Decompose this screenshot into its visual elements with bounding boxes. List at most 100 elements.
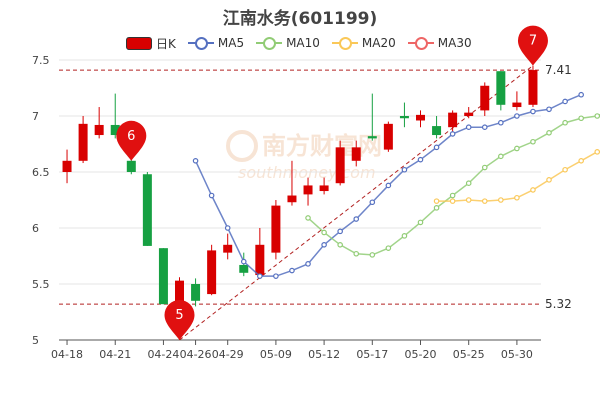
reference-line-label: 7.41 [545,63,572,77]
ma-point-ma5 [224,225,231,231]
legend-swatch-ma10 [256,36,283,50]
candle [464,107,474,119]
candle-body [78,123,88,161]
ma-point-ma20 [546,177,552,183]
candle-body [62,160,72,172]
candle [432,116,442,139]
legend-item-ma10[interactable]: MA10 [256,36,320,50]
ma-point-ma10 [385,245,392,251]
marker-pin-label: 6 [127,129,135,144]
legend-label-dayk: 日K [156,36,176,51]
ma-point-ma5 [305,261,311,267]
legend-swatch-ma30 [407,36,434,50]
candle-body [110,124,120,136]
candle-body [399,116,409,119]
ma-point-ma10 [449,192,456,199]
ma-point-ma20 [433,198,440,204]
candle-body [175,280,184,307]
candle-body [512,102,522,108]
ma-point-ma5 [369,199,376,206]
candle-body [432,126,442,136]
x-tick-label: 05-09 [260,348,292,361]
watermark-text: 南方财富网 [262,132,382,160]
ma-point-ma5 [417,156,424,163]
ma-point-ma5 [337,228,343,235]
legend-item-ma5[interactable]: MA5 [187,36,244,50]
candle [207,244,217,296]
marker-pin: 5 [164,300,195,340]
candle [319,177,329,195]
candle [62,149,72,184]
candle-body [255,244,265,276]
ma-point-ma5 [257,273,263,279]
candle-body [191,284,201,301]
trend-line-segment [179,65,534,341]
ma-point-ma20 [562,166,568,173]
y-axis-ticks: 5 5.5 6 6.5 7 7.5 [32,54,50,347]
candle [223,233,233,260]
legend-label-ma30: MA30 [437,36,472,50]
ma-point-ma20 [498,197,504,203]
candle [191,278,201,307]
ma-point-ma5 [546,106,552,113]
candle [78,116,88,164]
ma-point-ma5 [289,267,295,274]
trend-line [179,65,534,341]
ma-point-ma5 [273,273,279,279]
x-tick-label: 05-25 [453,348,485,361]
ma-point-ma5 [385,182,392,189]
legend-item-ma30[interactable]: MA30 [407,36,472,50]
candle [351,140,361,167]
candle-body [158,248,168,305]
legend-item-ma20[interactable]: MA20 [331,36,396,50]
x-tick-label: 05-30 [501,348,533,361]
ma-point-ma20 [514,194,520,201]
ma-point-ma10 [498,153,504,160]
markers: 6 5 7 [116,25,548,340]
ma-point-ma5 [481,124,488,131]
x-tick-label: 05-20 [405,348,437,361]
chart-legend: 日K MA5 MA10 MA20 MA30 [126,33,484,53]
ma-point-ma5 [353,216,360,222]
ma-point-ma10 [530,138,536,145]
candle-body [496,71,506,105]
candle-body [126,160,136,172]
ma-point-ma5 [449,131,456,137]
x-tick-label: 04-24 [147,348,179,361]
x-tick-label: 04-18 [51,348,83,361]
candle [383,121,393,152]
ma-point-ma5 [401,166,408,173]
candle-body [207,250,217,295]
y-tick-label: 7.5 [32,54,50,67]
candle [142,172,152,246]
ma-point-ma5 [240,258,247,265]
marker-pin-shape [517,25,548,66]
ma-line-ma20 [436,151,598,202]
ma-point-ma10 [401,233,408,239]
ma-point-ma5 [465,124,472,131]
candle-body [351,147,361,161]
ma-point-ma10 [337,242,343,248]
candle-body [239,264,249,273]
y-tick-label: 5.5 [32,278,50,291]
ma-point-ma10 [594,113,600,119]
candle-body [464,112,474,116]
x-tick-label: 04-29 [212,348,244,361]
legend-swatch-ma20 [331,36,358,50]
legend-label-ma20: MA20 [361,36,396,50]
marker-pin-label: 5 [175,308,183,323]
ma-point-ma5 [498,119,504,126]
ma-point-ma5 [514,113,520,119]
candle-body [303,185,313,195]
ma-point-ma20 [594,149,600,155]
ma-point-ma10 [465,180,472,187]
candle-body [383,123,393,150]
candle [287,160,297,206]
ma-point-ma5 [433,144,440,151]
moving-average-lines [192,91,600,279]
legend-item-dayk[interactable]: 日K [126,35,176,52]
candle-body [528,70,538,105]
marker-pin-shape [116,120,147,161]
ma-point-ma20 [465,197,472,203]
candle [110,93,120,139]
